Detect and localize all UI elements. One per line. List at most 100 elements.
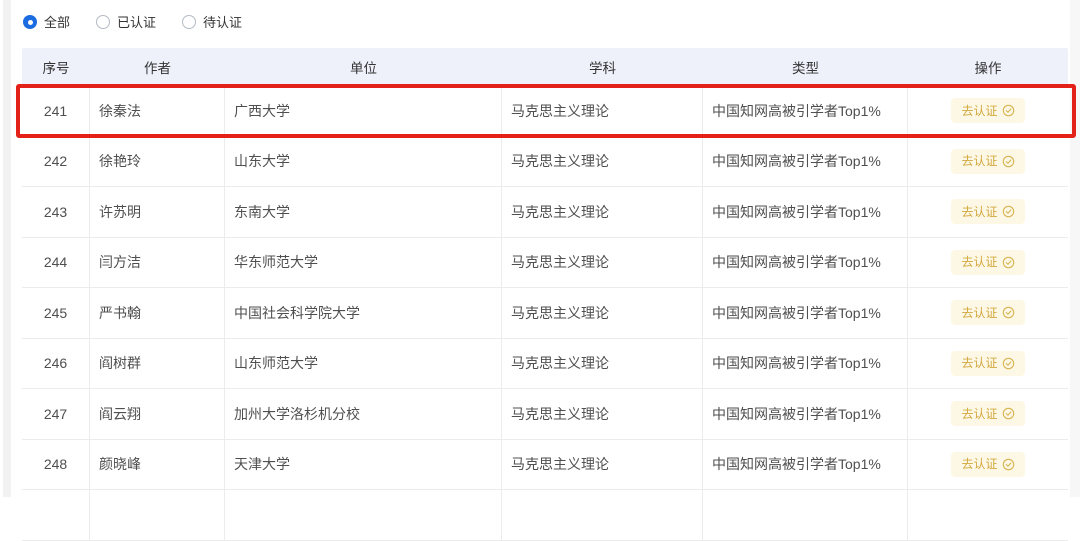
cell-no: 245 [22, 288, 90, 338]
verify-button[interactable]: 去认证 [951, 451, 1025, 477]
badge-check-icon [1002, 155, 1014, 168]
radio-unselected-icon[interactable] [182, 15, 197, 29]
radio-all-label: 全部 [44, 14, 71, 30]
cell-type: 中国知网高被引学者Top1% [703, 439, 908, 489]
cell-subject: 马克思主义理论 [502, 439, 703, 489]
verify-button-label: 去认证 [961, 305, 998, 320]
status-filter-group: 全部 已认证 待认证 [23, 10, 242, 34]
verify-button-label: 去认证 [961, 457, 998, 472]
cell-organization: 山东大学 [225, 136, 502, 186]
cell-action: 去认证 [908, 187, 1068, 237]
verify-button[interactable]: 去认证 [951, 98, 1025, 124]
cell-author: 许苏明 [90, 187, 225, 237]
cell-action [908, 490, 1068, 540]
column-header: 操作 [974, 61, 1002, 76]
table-body: 241 徐秦法 广西大学 马克思主义理论 中国知网高被引学者Top1% 去认证 … [16, 84, 1076, 541]
cell-subject: 马克思主义理论 [502, 136, 703, 186]
column-header: 单位 [350, 61, 377, 76]
verify-button-label: 去认证 [961, 406, 998, 421]
cell-action: 去认证 [908, 86, 1068, 136]
cell-organization: 加州大学洛杉机分校 [225, 389, 502, 439]
cell-type: 中国知网高被引学者Top1% [703, 237, 908, 287]
cell-no: 247 [22, 389, 90, 439]
cell-organization: 广西大学 [225, 86, 502, 136]
cell-no: 242 [22, 136, 90, 186]
cell-subject: 马克思主义理论 [502, 288, 703, 338]
cell-action: 去认证 [908, 288, 1068, 338]
cell-subject: 马克思主义理论 [502, 237, 703, 287]
cell-no: 246 [22, 338, 90, 388]
table-header-row: 序号 作者 单位 学科 类型 操作 [22, 48, 1068, 86]
scholars-table: 序号 作者 单位 学科 类型 操作 241 徐秦法 广西大学 马克思主义理论 中国知网高被… [16, 48, 1076, 541]
cell-no [22, 490, 90, 540]
cell-action: 去认证 [908, 238, 1068, 288]
badge-check-icon [1002, 256, 1014, 269]
cell-organization: 中国社会科学院大学 [225, 288, 502, 338]
badge-check-icon [1002, 407, 1014, 420]
radio-verified[interactable]: 已认证 [96, 15, 156, 29]
cell-no: 248 [22, 439, 90, 489]
cell-type: 中国知网高被引学者Top1% [703, 187, 908, 237]
cell-subject: 马克思主义理论 [502, 187, 703, 237]
cell-author: 徐艳玲 [90, 136, 225, 186]
radio-selected-icon[interactable] [23, 15, 37, 29]
cell-action: 去认证 [908, 440, 1068, 490]
column-header: 类型 [792, 61, 819, 76]
cell-type: 中国知网高被引学者Top1% [703, 86, 908, 136]
cell-author: 阎树群 [90, 338, 225, 388]
table-row: 247 阎云翔 加州大学洛杉机分校 马克思主义理论 中国知网高被引学者Top1%… [22, 389, 1068, 440]
verify-button[interactable]: 去认证 [951, 401, 1025, 427]
column-header: 学科 [589, 61, 616, 76]
table-row: 243 许苏明 东南大学 马克思主义理论 中国知网高被引学者Top1% 去认证 [22, 187, 1068, 238]
verify-button-label: 去认证 [961, 356, 998, 371]
table-row: 244 闫方洁 华东师范大学 马克思主义理论 中国知网高被引学者Top1% 去认… [22, 237, 1068, 288]
table-row: 246 阎树群 山东师范大学 马克思主义理论 中国知网高被引学者Top1% 去认… [22, 338, 1068, 389]
verify-button-label: 去认证 [961, 154, 998, 169]
badge-check-icon [1002, 205, 1014, 218]
cell-type [703, 490, 908, 540]
cell-organization [225, 490, 502, 540]
table-row: 248 颜晓峰 天津大学 马克思主义理论 中国知网高被引学者Top1% 去认证 [22, 439, 1068, 490]
cell-author: 阎云翔 [90, 389, 225, 439]
cell-author [90, 490, 225, 540]
radio-pending-label: 待认证 [203, 14, 243, 30]
table-row: 242 徐艳玲 山东大学 马克思主义理论 中国知网高被引学者Top1% 去认证 [22, 136, 1068, 187]
radio-pending[interactable]: 待认证 [182, 15, 242, 29]
cell-subject [502, 490, 703, 540]
cell-author: 闫方洁 [90, 237, 225, 287]
verify-button[interactable]: 去认证 [951, 300, 1025, 326]
verify-button-label: 去认证 [961, 255, 998, 270]
cell-no: 244 [22, 237, 90, 287]
cell-action: 去认证 [908, 137, 1068, 187]
page-left-gutter [3, 0, 11, 497]
verify-button-label: 去认证 [961, 103, 998, 118]
table-row [22, 490, 1068, 541]
verify-button[interactable]: 去认证 [951, 199, 1025, 225]
cell-organization: 山东师范大学 [225, 338, 502, 388]
cell-author: 徐秦法 [90, 86, 225, 136]
cell-action: 去认证 [908, 339, 1068, 389]
cell-type: 中国知网高被引学者Top1% [703, 338, 908, 388]
cell-no: 243 [22, 187, 90, 237]
badge-check-icon [1002, 306, 1014, 319]
radio-all[interactable]: 全部 [23, 15, 70, 29]
badge-check-icon [1002, 357, 1014, 370]
cell-organization: 东南大学 [225, 187, 502, 237]
cell-organization: 华东师范大学 [225, 237, 502, 287]
column-header: 作者 [144, 61, 171, 76]
cell-no: 241 [22, 86, 90, 136]
cell-type: 中国知网高被引学者Top1% [703, 288, 908, 338]
badge-check-icon [1002, 458, 1014, 471]
table-row: 245 严书翰 中国社会科学院大学 马克思主义理论 中国知网高被引学者Top1%… [22, 288, 1068, 339]
table-row: 241 徐秦法 广西大学 马克思主义理论 中国知网高被引学者Top1% 去认证 [16, 84, 1076, 137]
verify-button[interactable]: 去认证 [951, 148, 1025, 174]
cell-author: 严书翰 [90, 288, 225, 338]
cell-type: 中国知网高被引学者Top1% [703, 389, 908, 439]
cell-type: 中国知网高被引学者Top1% [703, 136, 908, 186]
page-right-gutter [1070, 0, 1080, 497]
radio-unselected-icon[interactable] [96, 15, 111, 29]
cell-author: 颜晓峰 [90, 439, 225, 489]
cell-action: 去认证 [908, 389, 1068, 439]
verify-button[interactable]: 去认证 [951, 350, 1025, 376]
verify-button[interactable]: 去认证 [951, 249, 1025, 275]
